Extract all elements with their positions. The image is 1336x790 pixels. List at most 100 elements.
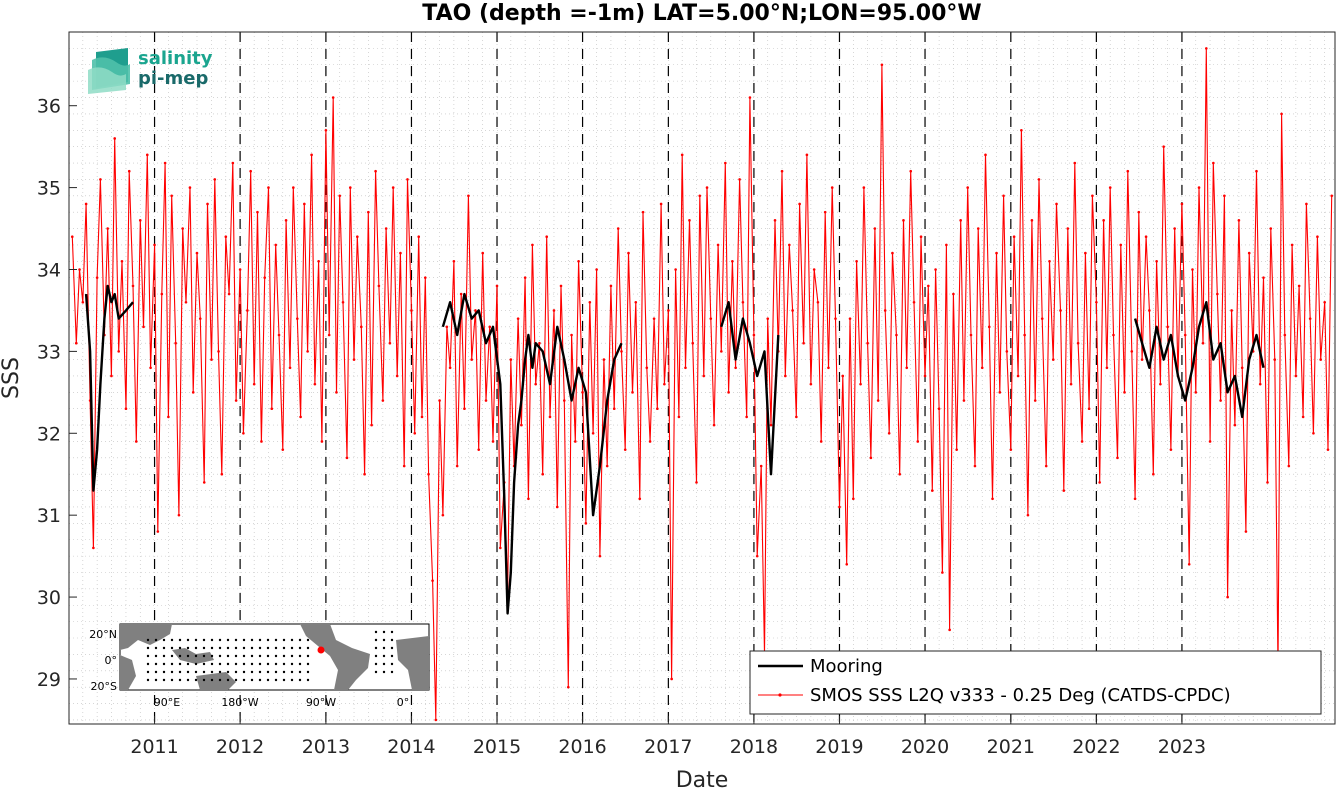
inset-map-buoy-dot <box>178 670 182 674</box>
series-smos-point <box>531 243 534 247</box>
series-smos-point <box>1098 481 1101 484</box>
series-smos-point <box>848 317 852 320</box>
series-smos-point <box>641 210 645 214</box>
series-smos-point <box>605 464 609 468</box>
inset-map-buoy-dot <box>218 662 222 666</box>
inset-map-buoy-dot <box>382 670 386 674</box>
series-smos-point <box>277 333 281 337</box>
series-smos-point <box>788 243 791 247</box>
series-smos-point <box>231 161 235 165</box>
series-smos-point <box>1273 358 1277 361</box>
series-smos-point <box>1051 358 1055 361</box>
series-smos-point <box>905 366 909 370</box>
series-smos-point <box>695 481 698 484</box>
series-smos-point <box>317 260 320 263</box>
inset-map-buoy-dot <box>218 654 222 658</box>
series-smos-point <box>84 202 88 206</box>
inset-map-buoy-dot <box>170 662 174 666</box>
inset-map-buoy-dot <box>146 662 150 666</box>
series-smos-point <box>1173 227 1176 230</box>
series-smos-point <box>227 292 231 296</box>
series-smos-point <box>656 407 659 411</box>
series-smos-point <box>866 341 869 345</box>
series-smos-point <box>1023 333 1026 337</box>
inset-map-buoy-dot <box>234 646 238 650</box>
inset-map-buoy-dot <box>382 654 386 658</box>
chart-title: TAO (depth =-1m) LAT=5.00°N;LON=95.00°W <box>422 1 981 26</box>
inset-map-land-asia <box>120 624 172 650</box>
series-smos-point <box>1162 145 1165 148</box>
inset-map-buoy-dot <box>242 654 246 658</box>
inset-map-buoy-dot <box>194 670 198 674</box>
inset-map-buoy-dot <box>250 654 254 658</box>
series-smos-point <box>859 382 862 386</box>
inset-map-buoy-dot <box>154 638 158 642</box>
inset-map-buoy-dot <box>146 638 150 642</box>
inset-map-buoy-dot <box>298 670 302 674</box>
series-smos-point <box>1137 210 1141 214</box>
plot-area <box>69 32 1335 724</box>
inset-map-buoy-dot <box>382 630 386 634</box>
series-smos-point <box>374 169 377 173</box>
series-smos-point <box>591 431 595 435</box>
inset-map-buoy-dot <box>170 646 174 650</box>
legend-swatch-smos-marker <box>778 693 782 697</box>
series-smos-point <box>78 268 81 271</box>
series-smos-point <box>74 341 78 345</box>
series-smos-point <box>616 227 620 230</box>
inset-map-buoy-dot <box>154 662 158 666</box>
series-smos-point <box>498 546 502 550</box>
series-smos-point <box>948 628 951 632</box>
inset-map-buoy-dot <box>258 670 262 674</box>
y-tick-label: 30 <box>37 587 61 609</box>
inset-map-buoy-dot <box>242 670 246 674</box>
series-smos-point <box>320 440 324 443</box>
series-smos-point <box>202 481 206 484</box>
inset-map-buoy-dot <box>382 662 386 666</box>
series-smos-point <box>527 497 530 501</box>
x-axis-ticks: 2011 2012 2013 2014 2015 2016 2017 2018 2019 2020… <box>130 716 1206 758</box>
series-smos-point <box>802 341 805 345</box>
series-smos-point <box>1020 128 1023 132</box>
series-smos-point <box>167 415 170 419</box>
series-smos-point <box>791 309 794 312</box>
inset-map-buoy-dot <box>390 662 394 666</box>
series-smos-point <box>1130 350 1134 353</box>
inset-map-buoy-dot <box>202 678 206 682</box>
series-smos-point <box>1009 448 1013 451</box>
series-smos-point <box>406 178 409 181</box>
series-smos-point <box>1076 341 1080 345</box>
series-smos-point <box>1266 481 1269 484</box>
series-smos-point <box>541 472 545 476</box>
series-smos-point <box>1166 325 1169 329</box>
series-smos-point <box>812 268 816 271</box>
series-smos-point <box>702 374 706 378</box>
y-tick-label: 35 <box>37 178 61 200</box>
series-smos-point <box>595 268 598 271</box>
series-smos-line <box>71 47 1333 721</box>
series-smos-point <box>873 227 877 230</box>
series-smos-point <box>410 309 413 312</box>
series-smos-point <box>110 374 113 378</box>
series-smos-point <box>1044 464 1048 468</box>
series-smos-point <box>1197 186 1201 189</box>
series-mooring-line <box>84 284 134 492</box>
inset-map-buoy-dot <box>226 646 230 650</box>
series-smos-point <box>491 440 495 443</box>
series-smos-point <box>852 497 855 501</box>
series-smos-point <box>1069 382 1073 386</box>
inset-map-buoy-dot <box>218 678 222 682</box>
series-smos-point <box>1080 440 1084 443</box>
inset-map-buoy-dot <box>218 646 222 650</box>
inset-map-buoy-dot <box>194 654 198 658</box>
series-smos-point <box>210 358 213 361</box>
inset-map-buoy-dot <box>226 654 230 658</box>
inset-map-buoy-dot <box>298 638 302 642</box>
series-smos-point <box>634 300 638 304</box>
series-smos-point <box>1140 358 1144 361</box>
series-smos-point <box>341 300 345 304</box>
series-smos-point <box>759 464 763 468</box>
inset-map-buoy-dot <box>210 654 214 658</box>
inset-map-land-africa-east <box>396 636 429 690</box>
inset-map-buoy-dot <box>374 646 378 650</box>
